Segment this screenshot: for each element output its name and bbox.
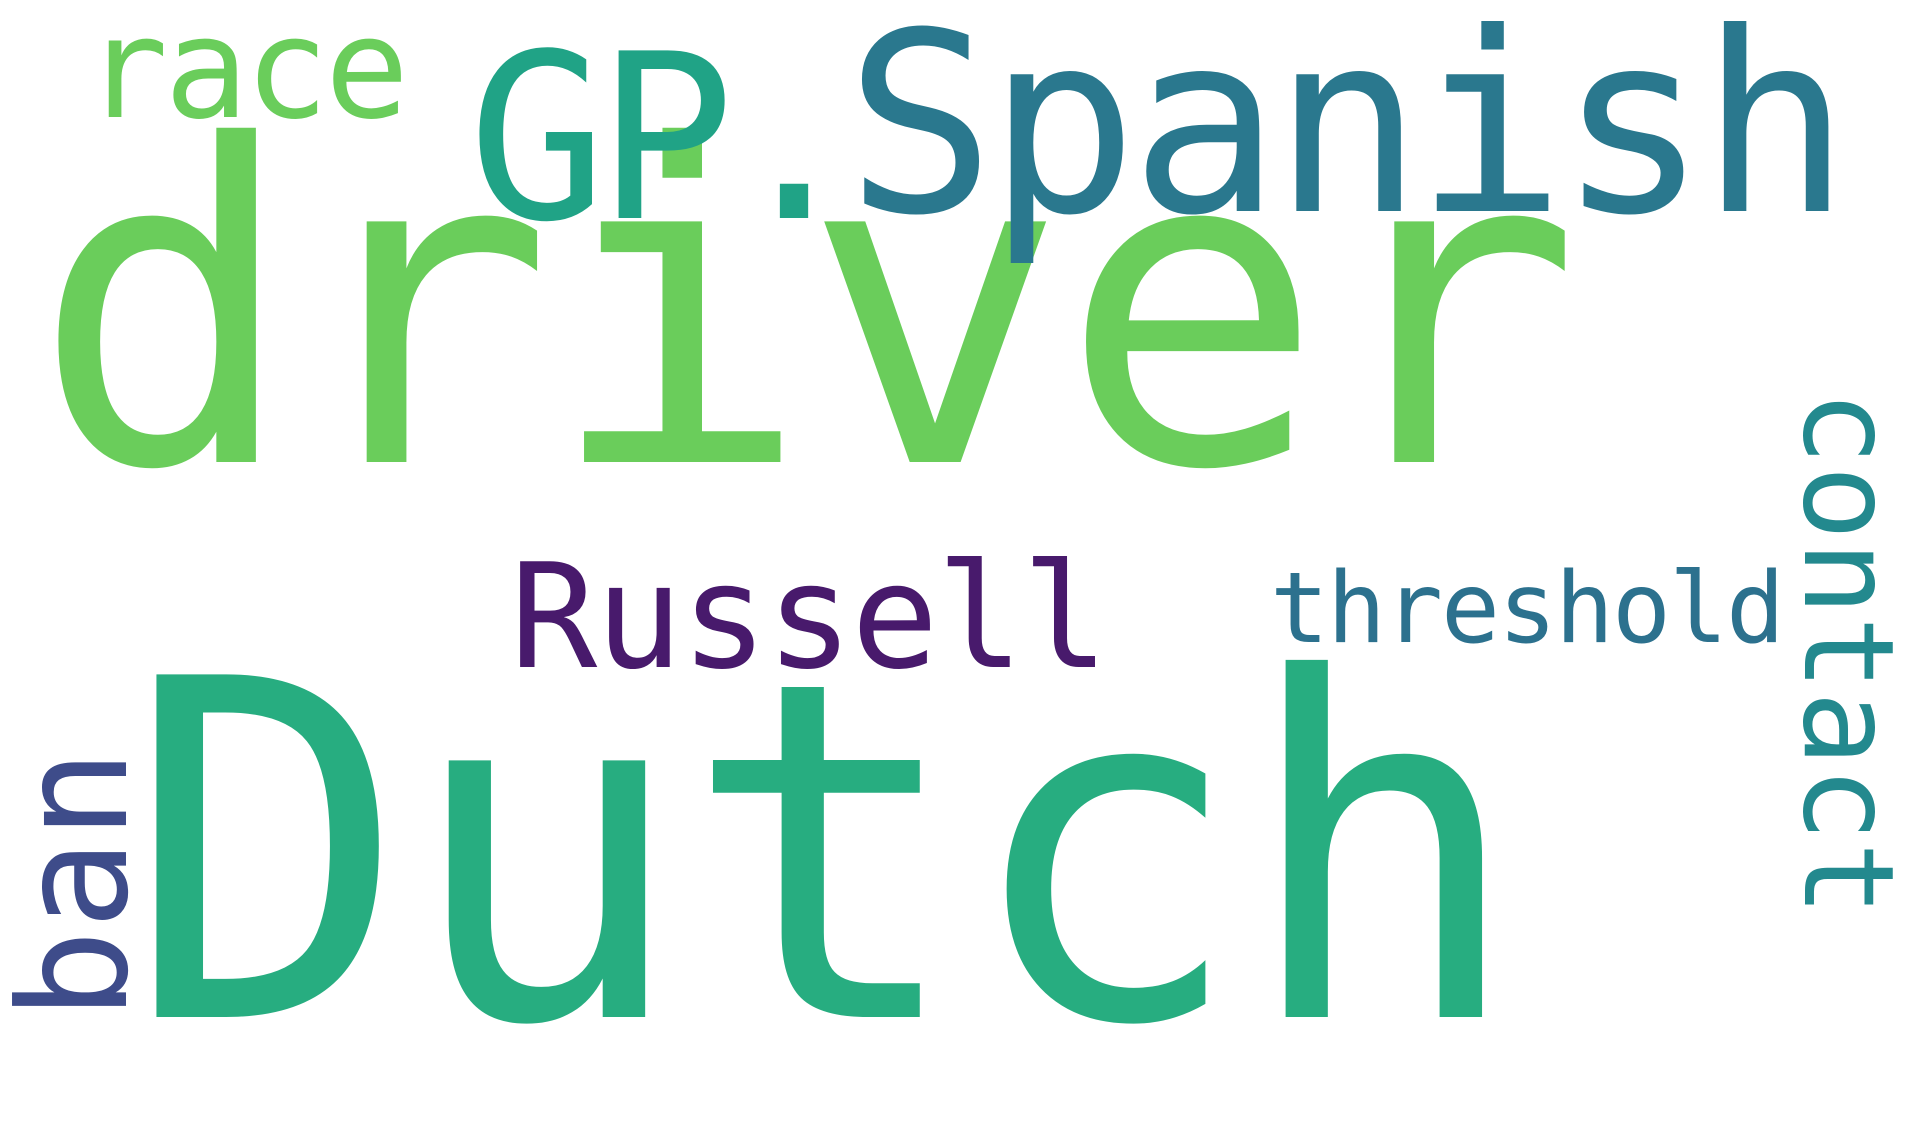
word-cloud: driver Dutch GP. Spanish race Russell th… [0, 0, 1920, 1090]
word-threshold: threshold [1270, 552, 1785, 666]
word-ban: ban [0, 749, 162, 1020]
word-driver: driver [32, 54, 1581, 566]
word-spanish: Spanish [845, 0, 1851, 270]
word-gp: GP. [468, 6, 863, 273]
word-dutch: Dutch [125, 581, 1524, 1128]
word-contact: contact [1775, 390, 1920, 917]
word-race: race [84, 0, 409, 151]
word-russell: Russell [510, 533, 1109, 702]
